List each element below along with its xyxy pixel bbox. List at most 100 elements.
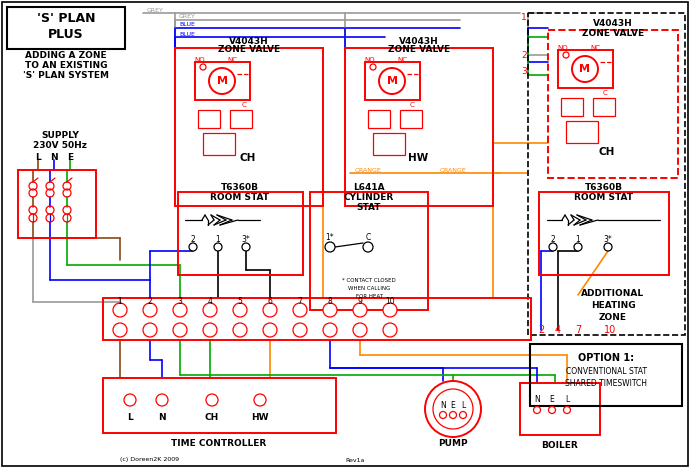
Circle shape [564, 407, 571, 414]
Bar [539, 192, 669, 275]
Circle shape [574, 243, 582, 251]
Circle shape [549, 407, 555, 414]
Circle shape [323, 303, 337, 317]
Text: T6360B: T6360B [221, 183, 259, 192]
Bar [310, 192, 428, 310]
Text: 2: 2 [148, 298, 152, 307]
Text: L641A: L641A [353, 183, 385, 192]
Circle shape [214, 243, 222, 251]
Circle shape [383, 323, 397, 337]
Bar [593, 98, 615, 116]
Text: PUMP: PUMP [438, 439, 468, 448]
Text: 4: 4 [208, 298, 213, 307]
Text: 2: 2 [190, 235, 195, 244]
Text: N: N [50, 153, 58, 161]
Text: 3: 3 [177, 298, 182, 307]
Circle shape [254, 394, 266, 406]
Bar [365, 62, 420, 100]
Text: V4043H: V4043H [399, 37, 439, 45]
Text: L: L [461, 401, 465, 410]
Text: 3*: 3* [241, 235, 250, 244]
Bar [7, 7, 125, 49]
Text: N: N [534, 395, 540, 404]
Circle shape [440, 411, 446, 418]
Circle shape [124, 394, 136, 406]
Circle shape [143, 303, 157, 317]
Bar [178, 192, 303, 275]
Circle shape [242, 243, 250, 251]
Text: ZONE VALVE: ZONE VALVE [388, 45, 450, 54]
Circle shape [203, 303, 217, 317]
Text: N: N [158, 414, 166, 423]
Text: ORANGE: ORANGE [440, 168, 466, 173]
Text: 3*: 3* [604, 235, 613, 244]
Text: 230V 50Hz: 230V 50Hz [33, 140, 87, 149]
Bar [368, 110, 390, 128]
Text: HEATING: HEATING [591, 300, 635, 309]
Text: 1: 1 [117, 298, 122, 307]
Text: ADDING A ZONE: ADDING A ZONE [26, 51, 107, 60]
Text: 1: 1 [215, 235, 220, 244]
Text: E: E [67, 153, 73, 161]
Text: 4: 4 [555, 325, 561, 335]
Text: ORANGE: ORANGE [355, 168, 382, 173]
Text: 2: 2 [551, 235, 555, 244]
Text: 5: 5 [237, 298, 242, 307]
Bar [103, 378, 336, 433]
Circle shape [233, 303, 247, 317]
Text: 'S' PLAN: 'S' PLAN [37, 13, 95, 25]
Text: 10: 10 [385, 298, 395, 307]
Text: T6360B: T6360B [585, 183, 623, 192]
Bar [561, 98, 583, 116]
Text: FOR HEAT: FOR HEAT [355, 293, 382, 299]
Circle shape [293, 303, 307, 317]
Text: 1: 1 [575, 235, 580, 244]
Text: 9: 9 [357, 298, 362, 307]
Circle shape [604, 243, 612, 251]
Text: CH: CH [205, 414, 219, 423]
Text: ROOM STAT: ROOM STAT [575, 193, 633, 203]
Text: TIME CONTROLLER: TIME CONTROLLER [171, 439, 266, 447]
Circle shape [293, 323, 307, 337]
Text: CH: CH [240, 153, 256, 163]
Circle shape [206, 394, 218, 406]
Text: 1*: 1* [326, 234, 335, 242]
Circle shape [156, 394, 168, 406]
Text: 2: 2 [521, 51, 526, 59]
Text: M: M [580, 64, 591, 74]
Text: OPTION 1:: OPTION 1: [578, 353, 634, 363]
Bar [558, 50, 613, 88]
Bar [373, 133, 405, 155]
Text: 6: 6 [268, 298, 273, 307]
Text: GREY: GREY [147, 7, 164, 13]
Bar [230, 110, 252, 128]
Text: SHARED TIMESWITCH: SHARED TIMESWITCH [565, 379, 647, 388]
Text: NO: NO [558, 45, 569, 51]
Text: 2: 2 [538, 325, 544, 335]
Circle shape [203, 323, 217, 337]
Text: WHEN CALLING: WHEN CALLING [348, 285, 390, 291]
Text: GREY: GREY [179, 15, 196, 20]
Text: ZONE VALVE: ZONE VALVE [218, 45, 280, 54]
Circle shape [425, 381, 481, 437]
Circle shape [325, 242, 335, 252]
Bar [548, 30, 678, 178]
Text: 3: 3 [521, 67, 527, 76]
Text: ROOM STAT: ROOM STAT [210, 193, 270, 203]
Bar [530, 344, 682, 406]
Text: M: M [386, 76, 397, 86]
Text: 7: 7 [297, 298, 302, 307]
Text: ADDITIONAL: ADDITIONAL [582, 288, 644, 298]
Text: L: L [565, 395, 569, 404]
Bar [18, 170, 96, 238]
Text: E: E [451, 401, 455, 410]
Bar [345, 48, 493, 206]
Circle shape [383, 303, 397, 317]
Bar [566, 121, 598, 143]
Text: C: C [241, 102, 246, 108]
Circle shape [323, 323, 337, 337]
Text: NC: NC [227, 57, 237, 63]
Bar [400, 110, 422, 128]
Circle shape [113, 323, 127, 337]
Text: * CONTACT CLOSED: * CONTACT CLOSED [342, 278, 396, 283]
